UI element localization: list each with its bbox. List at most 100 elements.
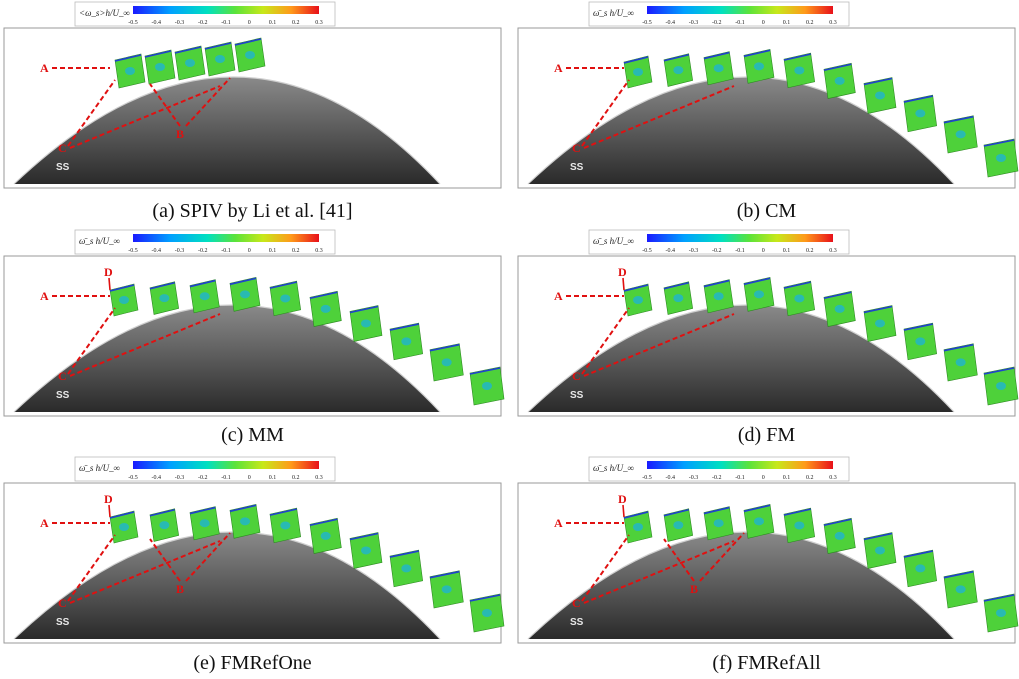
- marker-D-label: D: [618, 492, 627, 506]
- colorbar-tick: -0.5: [642, 248, 652, 254]
- vorticity-slice: [823, 517, 856, 554]
- colorbar-tick: 0.1: [269, 20, 277, 26]
- marker-B-line: [149, 83, 181, 127]
- vorticity-slice: [943, 570, 978, 609]
- marker-C-label: C: [572, 596, 581, 610]
- marker-A-label: A: [554, 61, 563, 75]
- vorticity-slice: [309, 290, 342, 327]
- vorticity-slice: [863, 305, 897, 342]
- vorticity-slice: [349, 305, 383, 342]
- colorbar-tick: 0.3: [829, 248, 837, 254]
- caption-a: (a) SPIV by Li et al. [41]: [152, 200, 353, 222]
- vorticity-slice: [983, 366, 1019, 406]
- vorticity-slice: [663, 508, 694, 542]
- vorticity-slice: [863, 77, 897, 114]
- vorticity-slice: [114, 53, 146, 89]
- colorbar-tick: -0.1: [735, 475, 745, 481]
- panel-a: <ω_s>h/U_∞ -0.5 -0.4 -0.3 -0.2 -0.1 0 0.1 0.2 0.3…: [0, 0, 505, 190]
- vorticity-slice: [983, 138, 1019, 178]
- panel-b: ω̄_s h/U_∞ -0.5 -0.4 -0.3 -0.2 -0.1 0 0.1 0.2 0.3…: [514, 0, 1019, 190]
- vorticity-slice: [269, 507, 302, 544]
- vorticity-slice: [623, 55, 653, 89]
- colorbar-tick: -0.5: [642, 20, 652, 26]
- marker-C-label: C: [572, 141, 581, 155]
- vorticity-slice: [863, 532, 897, 569]
- colorbar-tick: -0.2: [198, 475, 208, 481]
- vorticity-slice: [983, 593, 1019, 633]
- colorbar-tick: -0.2: [712, 20, 722, 26]
- marker-C-label: C: [572, 369, 581, 383]
- marker-C-line: [67, 79, 116, 147]
- vorticity-slice: [109, 283, 139, 317]
- colorbar-gradient: [647, 234, 833, 242]
- colorbar-tick: -0.4: [152, 20, 162, 26]
- marker-C-line-2: [583, 85, 735, 149]
- colorbar-tick: -0.4: [666, 20, 676, 26]
- colorbar-tick: 0.2: [292, 475, 300, 481]
- colorbar-tick: 0.2: [806, 475, 814, 481]
- colorbar-tick: 0.3: [829, 20, 837, 26]
- colorbar-tick: 0: [248, 248, 251, 254]
- colorbar-tick: -0.1: [221, 20, 231, 26]
- vorticity-slice: [903, 322, 938, 361]
- surface-label: SS: [56, 390, 70, 401]
- blade-edge: [13, 76, 441, 185]
- vorticity-slice: [234, 37, 266, 73]
- vorticity-slice: [703, 51, 734, 86]
- colorbar-tick: -0.4: [666, 248, 676, 254]
- colorbar-tick: -0.3: [689, 248, 699, 254]
- blade-surface: [528, 532, 954, 639]
- colorbar-tick: 0.3: [315, 20, 323, 26]
- vorticity-slice: [349, 532, 383, 569]
- surface-label: SS: [570, 162, 584, 173]
- marker-A-label: A: [40, 516, 49, 530]
- colorbar-tick: -0.5: [128, 248, 138, 254]
- marker-D-line: [108, 504, 111, 518]
- vorticity-slice: [109, 510, 139, 544]
- panel-f-figure: ω̄_s h/U_∞ -0.5 -0.4 -0.3 -0.2 -0.1 0 0.1 0.2 0.3…: [517, 456, 1019, 644]
- colorbar-label: <ω_s>h/U_∞: [79, 8, 130, 18]
- vorticity-slice: [189, 506, 220, 541]
- marker-B-label: B: [176, 127, 184, 141]
- colorbar-gradient: [133, 6, 319, 14]
- colorbar-tick: -0.1: [221, 248, 231, 254]
- colorbar-tick: -0.5: [128, 20, 138, 26]
- panel-b-figure: ω̄_s h/U_∞ -0.5 -0.4 -0.3 -0.2 -0.1 0 0.1 0.2 0.3…: [517, 1, 1019, 189]
- caption-f: (f) FMRefAll: [712, 652, 821, 674]
- marker-C-line-2: [583, 540, 735, 604]
- marker-C-line: [67, 534, 116, 602]
- vorticity-slice: [703, 506, 734, 541]
- colorbar-tick: -0.2: [712, 248, 722, 254]
- vorticity-slice: [189, 279, 220, 314]
- colorbar-tick: 0.3: [315, 248, 323, 254]
- marker-C-line-2: [69, 313, 221, 377]
- panel-a-figure: <ω_s>h/U_∞ -0.5 -0.4 -0.3 -0.2 -0.1 0 0.1 0.2 0.3…: [3, 1, 502, 189]
- colorbar-tick: -0.4: [152, 475, 162, 481]
- vorticity-slice: [469, 593, 505, 633]
- vorticity-slice: [903, 94, 938, 133]
- colorbar-tick: 0.3: [829, 475, 837, 481]
- colorbar-tick: 0.1: [783, 475, 791, 481]
- colorbar-tick: 0.3: [315, 475, 323, 481]
- colorbar-tick: 0.1: [783, 248, 791, 254]
- vorticity-slice: [743, 48, 775, 84]
- colorbar-label: ω̄_s h/U_∞: [593, 236, 634, 246]
- marker-D-line: [622, 277, 625, 291]
- marker-B-line: [663, 538, 695, 582]
- colorbar-tick: -0.4: [152, 248, 162, 254]
- panel-d-figure: ω̄_s h/U_∞ -0.5 -0.4 -0.3 -0.2 -0.1 0 0.1 0.2 0.3…: [517, 229, 1019, 417]
- colorbar-label: ω̄_s h/U_∞: [593, 463, 634, 473]
- colorbar-tick: 0: [248, 475, 251, 481]
- vorticity-slice: [229, 276, 261, 312]
- colorbar-tick: 0.1: [783, 20, 791, 26]
- panel-e: ω̄_s h/U_∞ -0.5 -0.4 -0.3 -0.2 -0.1 0 0.1 0.2 0.3…: [0, 455, 505, 645]
- blade-surface: [528, 77, 954, 184]
- colorbar-tick: -0.3: [689, 475, 699, 481]
- panel-c: ω̄_s h/U_∞ -0.5 -0.4 -0.3 -0.2 -0.1 0 0.1 0.2 0.3…: [0, 228, 505, 418]
- vorticity-slice: [743, 276, 775, 312]
- surface-label: SS: [56, 162, 70, 173]
- marker-A-label: A: [554, 516, 563, 530]
- colorbar-label: ω̄_s h/U_∞: [79, 463, 120, 473]
- colorbar-tick: 0: [762, 475, 765, 481]
- colorbar-tick: -0.2: [198, 20, 208, 26]
